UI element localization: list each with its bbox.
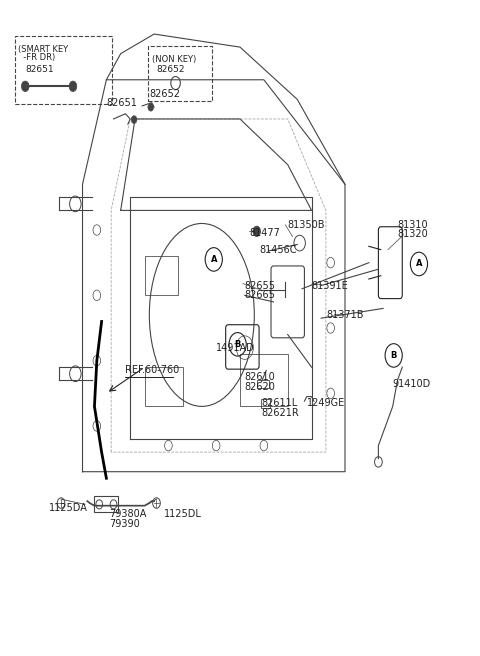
Text: 1249GE: 1249GE bbox=[307, 398, 345, 408]
Text: 81310: 81310 bbox=[397, 220, 428, 230]
Text: (SMART KEY: (SMART KEY bbox=[18, 45, 68, 54]
Text: 82652: 82652 bbox=[149, 89, 180, 99]
Text: 81456C: 81456C bbox=[259, 245, 297, 255]
Text: 81350B: 81350B bbox=[288, 220, 325, 230]
Text: B: B bbox=[390, 351, 397, 360]
Text: 82620: 82620 bbox=[245, 382, 276, 392]
Circle shape bbox=[148, 103, 154, 111]
Text: A: A bbox=[416, 260, 422, 268]
Text: 82651: 82651 bbox=[107, 98, 137, 108]
Text: -FR DR): -FR DR) bbox=[18, 53, 55, 62]
Text: (NON KEY): (NON KEY) bbox=[152, 55, 196, 64]
Text: 79390: 79390 bbox=[109, 519, 140, 529]
Text: 82655: 82655 bbox=[245, 281, 276, 291]
Bar bbox=[144, 256, 178, 295]
Text: 82611L: 82611L bbox=[262, 398, 298, 408]
Text: 82610: 82610 bbox=[245, 372, 276, 382]
Text: 82651: 82651 bbox=[25, 65, 54, 73]
Text: 81320: 81320 bbox=[397, 229, 428, 239]
Text: 82652: 82652 bbox=[156, 66, 185, 74]
Bar bbox=[240, 354, 288, 406]
Text: REF.60-760: REF.60-760 bbox=[125, 365, 180, 375]
Text: A: A bbox=[211, 255, 217, 264]
Circle shape bbox=[253, 226, 261, 237]
Text: 1125DA: 1125DA bbox=[49, 502, 88, 512]
Circle shape bbox=[131, 115, 137, 123]
Bar bbox=[257, 380, 269, 388]
Text: 81477: 81477 bbox=[250, 228, 280, 238]
Text: 1491AD: 1491AD bbox=[216, 342, 255, 352]
Circle shape bbox=[22, 81, 29, 92]
Text: B: B bbox=[234, 340, 241, 349]
Text: 81391E: 81391E bbox=[312, 281, 348, 291]
Text: 1125DL: 1125DL bbox=[164, 509, 202, 519]
Circle shape bbox=[69, 81, 77, 92]
Bar bbox=[95, 496, 118, 512]
Text: 79380A: 79380A bbox=[109, 509, 146, 519]
Text: 81371B: 81371B bbox=[326, 310, 363, 320]
Bar bbox=[144, 367, 183, 406]
Text: 82665: 82665 bbox=[245, 291, 276, 300]
Text: 91410D: 91410D bbox=[393, 379, 431, 388]
Bar bbox=[262, 399, 270, 407]
Text: 82621R: 82621R bbox=[262, 408, 299, 418]
